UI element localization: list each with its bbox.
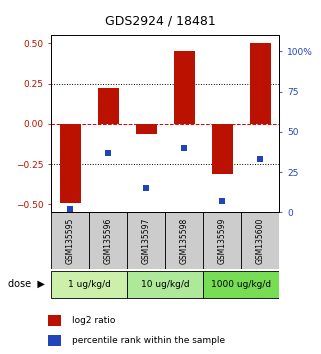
Point xyxy=(258,156,263,162)
Point xyxy=(182,145,187,151)
Text: GSM135600: GSM135600 xyxy=(256,217,265,264)
Bar xyxy=(127,270,203,298)
Point xyxy=(106,150,111,156)
Text: GSM135595: GSM135595 xyxy=(66,217,75,264)
Text: log2 ratio: log2 ratio xyxy=(72,316,115,325)
Text: GDS2924 / 18481: GDS2924 / 18481 xyxy=(105,14,216,27)
Bar xyxy=(51,270,127,298)
Text: GSM135599: GSM135599 xyxy=(218,217,227,264)
Bar xyxy=(89,212,127,269)
Text: GSM135598: GSM135598 xyxy=(180,218,189,264)
Point xyxy=(68,206,73,212)
Bar xyxy=(60,124,81,203)
Bar xyxy=(203,212,241,269)
Point xyxy=(220,198,225,204)
Text: dose  ▶: dose ▶ xyxy=(8,279,45,289)
Text: GSM135597: GSM135597 xyxy=(142,217,151,264)
Bar xyxy=(203,270,279,298)
Bar xyxy=(51,212,89,269)
Text: 1000 ug/kg/d: 1000 ug/kg/d xyxy=(211,280,271,289)
Point xyxy=(144,185,149,191)
Text: 10 ug/kg/d: 10 ug/kg/d xyxy=(141,280,190,289)
Bar xyxy=(48,335,61,346)
Text: percentile rank within the sample: percentile rank within the sample xyxy=(72,336,225,345)
Bar xyxy=(136,124,157,133)
Bar xyxy=(212,124,233,174)
Bar xyxy=(127,212,165,269)
Bar xyxy=(241,212,279,269)
Text: 1 ug/kg/d: 1 ug/kg/d xyxy=(68,280,111,289)
Bar xyxy=(98,88,119,124)
Bar xyxy=(48,315,61,326)
Bar xyxy=(165,212,203,269)
Bar xyxy=(174,51,195,124)
Text: GSM135596: GSM135596 xyxy=(104,217,113,264)
Bar xyxy=(250,44,271,124)
